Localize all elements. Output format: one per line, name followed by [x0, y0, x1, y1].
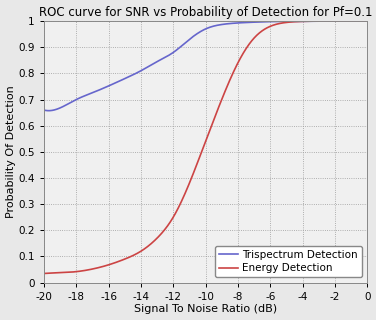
Line: Trispectrum Detection: Trispectrum Detection	[44, 21, 367, 111]
Energy Detection	[184, 189, 188, 193]
Energy Detection	[365, 19, 370, 23]
Energy Detection	[42, 272, 46, 276]
Energy Detection	[172, 213, 177, 217]
Trispectrum Detection	[173, 49, 177, 53]
Trispectrum Detection	[42, 108, 46, 112]
Y-axis label: Probability Of Detection: Probability Of Detection	[6, 85, 15, 218]
Trispectrum Detection	[365, 19, 370, 23]
X-axis label: Signal To Noise Ratio (dB): Signal To Noise Ratio (dB)	[134, 304, 277, 315]
Trispectrum Detection	[75, 97, 79, 101]
Trispectrum Detection	[300, 20, 305, 23]
Trispectrum Detection	[264, 20, 268, 24]
Line: Energy Detection: Energy Detection	[44, 21, 367, 274]
Title: ROC curve for SNR vs Probability of Detection for Pf=0.1: ROC curve for SNR vs Probability of Dete…	[39, 5, 372, 19]
Energy Detection	[317, 19, 321, 23]
Trispectrum Detection	[184, 40, 189, 44]
Energy Detection	[74, 270, 79, 274]
Energy Detection	[264, 27, 268, 30]
Trispectrum Detection	[47, 109, 51, 113]
Legend: Trispectrum Detection, Energy Detection: Trispectrum Detection, Energy Detection	[215, 246, 362, 277]
Trispectrum Detection	[317, 19, 321, 23]
Energy Detection	[300, 20, 304, 23]
Trispectrum Detection	[294, 20, 299, 23]
Energy Detection	[294, 20, 298, 24]
